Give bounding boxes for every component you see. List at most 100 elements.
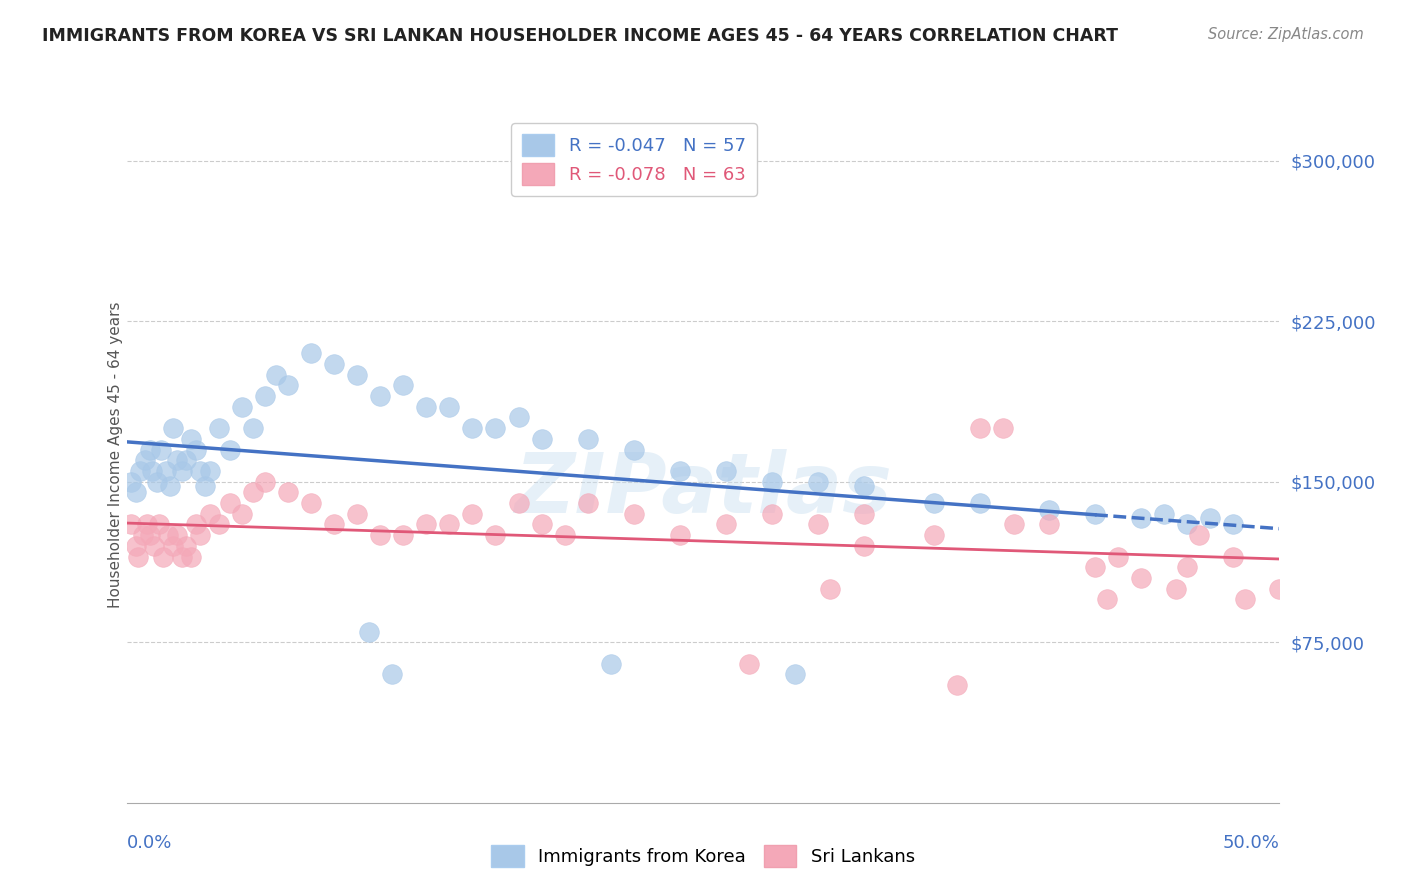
Point xyxy=(131,528,153,542)
Point xyxy=(1095,592,1118,607)
Point xyxy=(1175,560,1198,574)
Point xyxy=(242,421,264,435)
Point xyxy=(807,517,830,532)
Point xyxy=(1130,511,1153,525)
Point xyxy=(368,389,391,403)
Point xyxy=(1175,517,1198,532)
Point xyxy=(530,517,553,532)
Point xyxy=(120,475,142,489)
Point xyxy=(346,507,368,521)
Point xyxy=(461,507,484,521)
Point xyxy=(1038,517,1060,532)
Point xyxy=(150,442,173,457)
Text: ZIPatlas: ZIPatlas xyxy=(515,450,891,530)
Point xyxy=(669,528,692,542)
Point xyxy=(155,464,177,478)
Point xyxy=(415,400,437,414)
Point xyxy=(818,582,841,596)
Point xyxy=(461,421,484,435)
Point xyxy=(138,442,160,457)
Point xyxy=(138,528,160,542)
Point xyxy=(969,421,991,435)
Point xyxy=(853,507,876,521)
Point xyxy=(170,549,193,564)
Point xyxy=(669,464,692,478)
Point xyxy=(623,507,645,521)
Point xyxy=(761,507,783,521)
Point xyxy=(1084,507,1107,521)
Point xyxy=(357,624,380,639)
Point xyxy=(1002,517,1025,532)
Point xyxy=(219,442,242,457)
Point xyxy=(208,517,231,532)
Point xyxy=(439,517,461,532)
Point xyxy=(299,346,322,360)
Point xyxy=(120,517,142,532)
Point xyxy=(194,479,217,493)
Point xyxy=(1279,560,1302,574)
Point xyxy=(188,464,211,478)
Point xyxy=(134,453,156,467)
Point xyxy=(1084,560,1107,574)
Point xyxy=(785,667,807,681)
Point xyxy=(1164,582,1187,596)
Point xyxy=(714,464,737,478)
Point xyxy=(714,517,737,532)
Point xyxy=(853,479,876,493)
Point xyxy=(853,539,876,553)
Point xyxy=(180,432,202,446)
Point xyxy=(136,517,159,532)
Point xyxy=(184,442,207,457)
Point xyxy=(180,549,202,564)
Point xyxy=(299,496,322,510)
Point xyxy=(231,400,253,414)
Point xyxy=(368,528,391,542)
Point xyxy=(157,528,180,542)
Point xyxy=(145,475,167,489)
Point xyxy=(991,421,1014,435)
Point xyxy=(508,410,530,425)
Point xyxy=(125,485,148,500)
Point xyxy=(162,539,184,553)
Point xyxy=(554,528,576,542)
Text: 50.0%: 50.0% xyxy=(1223,834,1279,852)
Point xyxy=(166,453,188,467)
Point xyxy=(125,539,148,553)
Point xyxy=(242,485,264,500)
Point xyxy=(1222,517,1244,532)
Point xyxy=(1107,549,1129,564)
Point xyxy=(1233,592,1256,607)
Y-axis label: Householder Income Ages 45 - 64 years: Householder Income Ages 45 - 64 years xyxy=(108,301,122,608)
Point xyxy=(945,678,967,692)
Point xyxy=(277,485,299,500)
Point xyxy=(129,464,152,478)
Legend: R = -0.047   N = 57, R = -0.078   N = 63: R = -0.047 N = 57, R = -0.078 N = 63 xyxy=(510,123,756,196)
Point xyxy=(1268,582,1291,596)
Point xyxy=(576,496,599,510)
Point xyxy=(1199,511,1222,525)
Point xyxy=(219,496,242,510)
Point xyxy=(266,368,288,382)
Point xyxy=(508,496,530,510)
Point xyxy=(198,464,221,478)
Point xyxy=(738,657,761,671)
Point xyxy=(1130,571,1153,585)
Point xyxy=(127,549,149,564)
Point xyxy=(148,517,170,532)
Point xyxy=(922,496,945,510)
Point xyxy=(761,475,783,489)
Point xyxy=(415,517,437,532)
Point xyxy=(576,432,599,446)
Point xyxy=(1222,549,1244,564)
Point xyxy=(162,421,184,435)
Text: 0.0%: 0.0% xyxy=(127,834,172,852)
Point xyxy=(208,421,231,435)
Point xyxy=(166,528,188,542)
Point xyxy=(152,549,174,564)
Point xyxy=(231,507,253,521)
Text: IMMIGRANTS FROM KOREA VS SRI LANKAN HOUSEHOLDER INCOME AGES 45 - 64 YEARS CORREL: IMMIGRANTS FROM KOREA VS SRI LANKAN HOUS… xyxy=(42,27,1118,45)
Point xyxy=(198,507,221,521)
Point xyxy=(599,657,621,671)
Point xyxy=(1153,507,1175,521)
Point xyxy=(392,378,415,392)
